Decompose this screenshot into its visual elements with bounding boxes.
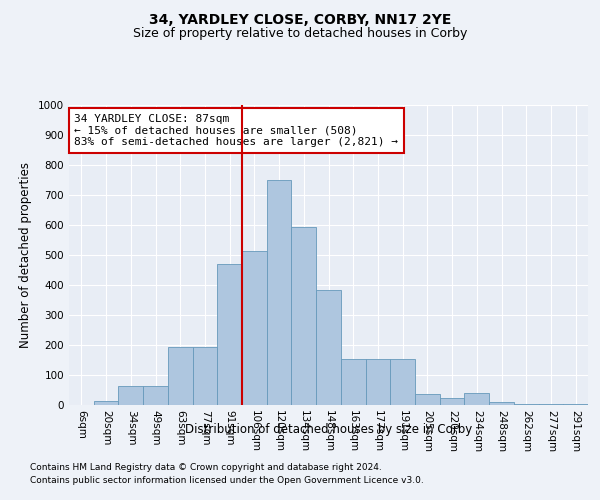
Bar	[292, 226, 316, 405]
Bar	[217, 264, 242, 405]
Bar	[539, 404, 563, 405]
Text: Contains HM Land Registry data © Crown copyright and database right 2024.: Contains HM Land Registry data © Crown c…	[30, 462, 382, 471]
Bar	[168, 346, 193, 405]
Bar	[341, 358, 365, 405]
Bar	[440, 398, 464, 405]
Bar	[267, 180, 292, 405]
Bar	[242, 250, 267, 405]
Bar	[464, 393, 489, 405]
Bar	[193, 346, 217, 405]
Bar	[489, 402, 514, 405]
Text: Contains public sector information licensed under the Open Government Licence v3: Contains public sector information licen…	[30, 476, 424, 485]
Bar	[118, 386, 143, 405]
Text: Size of property relative to detached houses in Corby: Size of property relative to detached ho…	[133, 28, 467, 40]
Text: 34 YARDLEY CLOSE: 87sqm
← 15% of detached houses are smaller (508)
83% of semi-d: 34 YARDLEY CLOSE: 87sqm ← 15% of detache…	[74, 114, 398, 147]
Bar	[365, 358, 390, 405]
Bar	[514, 404, 539, 405]
Text: Distribution of detached houses by size in Corby: Distribution of detached houses by size …	[185, 422, 472, 436]
Text: 34, YARDLEY CLOSE, CORBY, NN17 2YE: 34, YARDLEY CLOSE, CORBY, NN17 2YE	[149, 12, 451, 26]
Y-axis label: Number of detached properties: Number of detached properties	[19, 162, 32, 348]
Bar	[316, 290, 341, 405]
Bar	[563, 404, 588, 405]
Bar	[390, 358, 415, 405]
Bar	[143, 386, 168, 405]
Bar	[94, 402, 118, 405]
Bar	[415, 394, 440, 405]
